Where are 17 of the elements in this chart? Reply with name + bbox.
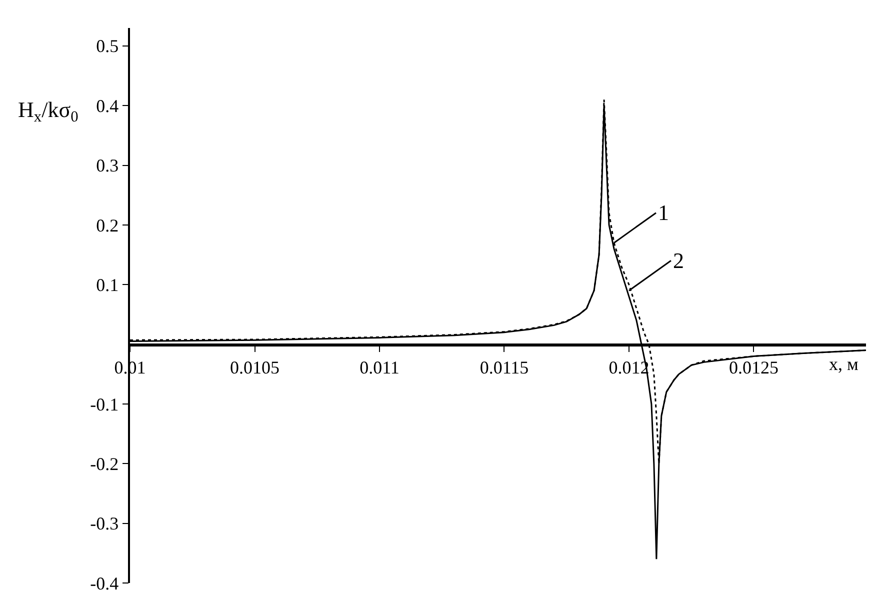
y-tick-label: 0.1 — [96, 274, 119, 295]
y-tick-label: 0.4 — [96, 96, 119, 116]
y-tick-label: -0.4 — [90, 573, 119, 594]
x-axis-title: x, м — [829, 354, 858, 374]
y-tick-label: 0.5 — [96, 36, 119, 56]
x-tick-label: 0.0125 — [728, 358, 778, 378]
y-tick-label: -0.3 — [90, 514, 119, 534]
y-tick-label: -0.2 — [90, 454, 119, 474]
x-tick-label: 0.0105 — [230, 358, 280, 378]
y-tick-label: 0.3 — [96, 156, 119, 176]
y-tick-label: 0.2 — [96, 215, 119, 236]
x-tick-label: 0.0115 — [480, 358, 529, 378]
x-tick-label: 0.011 — [360, 358, 400, 378]
y-tick-label: -0.1 — [90, 394, 119, 414]
annotation: 1 — [658, 200, 669, 225]
annotation: 2 — [673, 248, 684, 273]
y-axis-title: H$_{x}$/kσ$_{0}$ — [18, 97, 79, 126]
